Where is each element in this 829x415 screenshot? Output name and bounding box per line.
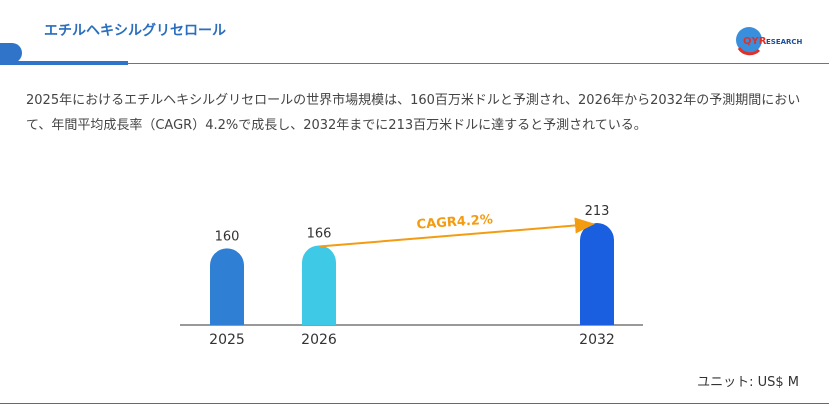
data-label: 213: [585, 204, 610, 219]
description: 2025年におけるエチルヘキシルグリセロールの世界市場規模は、160百万米ドルと…: [26, 93, 801, 133]
x-tick-label: 2032: [579, 332, 615, 348]
bar-2032: [580, 223, 614, 325]
footer-rule: [0, 403, 829, 404]
unit-label: ユニット: US$ M: [697, 375, 799, 390]
bar-2025: [210, 248, 244, 325]
svg-text:QYR: QYR: [743, 36, 767, 47]
cagr-label: CAGR4.2%: [416, 212, 493, 232]
x-tick-label: 2025: [209, 332, 245, 348]
header-rule-thick: [0, 61, 128, 65]
page-title: エチルヘキシルグリセロール: [44, 23, 226, 39]
bar-2026: [302, 245, 336, 325]
x-tick-label: 2026: [301, 332, 337, 348]
data-label: 166: [307, 227, 332, 242]
header-rule: [128, 63, 829, 64]
cagr-arrow: [318, 217, 595, 248]
svg-text:ESEARCH: ESEARCH: [766, 38, 803, 46]
data-label: 160: [215, 229, 240, 244]
header-tab-decoration: [0, 43, 22, 63]
qyresearch-logo: QYR ESEARCH: [736, 27, 803, 56]
